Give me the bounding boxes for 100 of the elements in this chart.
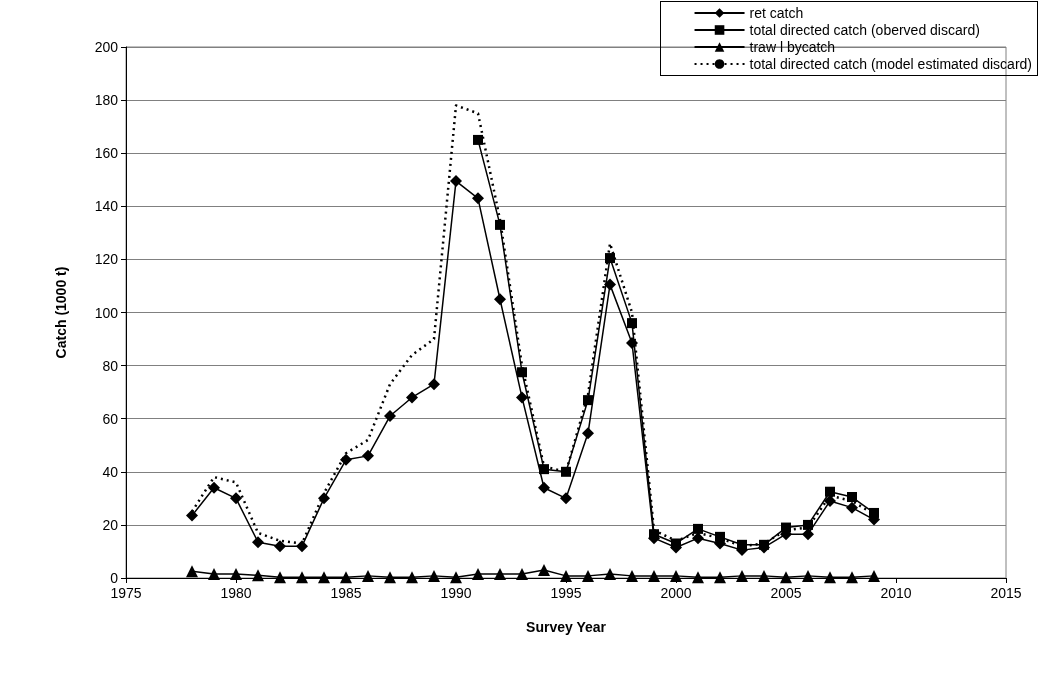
point (274, 571, 286, 584)
point (846, 571, 858, 584)
point (186, 565, 198, 578)
point (846, 501, 858, 514)
point (252, 569, 264, 582)
x-tick-label: 1990 (440, 585, 472, 601)
point (384, 410, 396, 423)
point (648, 569, 660, 582)
point (450, 571, 462, 584)
point (781, 522, 791, 533)
point (428, 378, 440, 391)
point (208, 568, 220, 581)
point (824, 495, 836, 508)
x-axis-title: Survey Year (526, 619, 607, 635)
point (847, 492, 857, 503)
point (626, 569, 638, 582)
y-tick-label: 180 (94, 92, 119, 109)
point (605, 253, 615, 264)
point (758, 569, 770, 582)
y-tick-label: 80 (102, 357, 119, 374)
y-axis-title: Catch (1000 t) (53, 266, 69, 359)
point (803, 519, 813, 530)
point (538, 564, 550, 577)
point (340, 453, 352, 466)
point (780, 571, 792, 584)
point (737, 539, 747, 550)
point (340, 571, 352, 584)
point (274, 540, 286, 553)
point (296, 540, 308, 553)
y-tick-label: 100 (94, 304, 119, 321)
point (583, 395, 593, 406)
point (759, 539, 769, 550)
point (516, 391, 528, 404)
point (649, 529, 659, 540)
point (538, 481, 550, 494)
point (230, 568, 242, 581)
y-tick-label: 60 (102, 410, 119, 427)
point (296, 571, 308, 584)
point (450, 175, 462, 188)
point (406, 571, 418, 584)
point (494, 293, 506, 306)
y-tick-label: 160 (94, 145, 119, 162)
point (627, 318, 637, 329)
point (539, 464, 549, 475)
point (473, 134, 483, 145)
y-tick-label: 120 (94, 251, 119, 268)
point (495, 219, 505, 230)
y-tick-label: 40 (102, 463, 119, 480)
legend-label: traw l bycatch (749, 39, 836, 55)
point (582, 569, 594, 582)
point (736, 569, 748, 582)
y-tick-label: 0 (110, 570, 119, 586)
point (494, 568, 506, 581)
point (406, 391, 418, 404)
point (868, 569, 880, 582)
point (692, 532, 704, 545)
x-tick-label: 1985 (330, 585, 362, 601)
y-tick-label: 20 (102, 516, 119, 533)
point (230, 492, 242, 505)
legend-label: ret catch (749, 5, 804, 21)
x-tick-label: 2015 (990, 585, 1022, 601)
x-tick-label: 2010 (880, 585, 912, 601)
y-tick-label: 200 (94, 39, 119, 55)
point (582, 427, 594, 440)
point (626, 337, 638, 350)
point (715, 531, 725, 542)
point (714, 571, 726, 584)
point (318, 492, 330, 505)
y-tick-label: 140 (94, 198, 119, 215)
x-tick-label: 1995 (550, 585, 582, 601)
point (560, 492, 572, 505)
point (208, 481, 220, 494)
point (384, 571, 396, 584)
point (802, 569, 814, 582)
point (671, 538, 681, 549)
x-tick-label: 2000 (660, 585, 692, 601)
point (670, 569, 682, 582)
point (824, 571, 836, 584)
point (186, 509, 198, 522)
point (472, 568, 484, 581)
point (252, 536, 264, 549)
point (604, 278, 616, 291)
point (516, 568, 528, 581)
point (869, 507, 879, 518)
point (472, 192, 484, 205)
point (362, 569, 374, 582)
point (692, 571, 704, 584)
point (802, 528, 814, 541)
x-tick-label: 1980 (220, 585, 252, 601)
point (517, 367, 527, 378)
point (362, 449, 374, 462)
legend-label: total directed catch (model estimated discard) (749, 56, 1033, 72)
point (560, 569, 572, 582)
legend-label: total directed catch (oberved discard) (749, 22, 980, 38)
point (428, 569, 440, 582)
x-tick-label: 1975 (110, 585, 142, 601)
x-tick-label: 2005 (770, 585, 802, 601)
point (604, 568, 616, 581)
point (561, 466, 571, 477)
point (693, 523, 703, 534)
